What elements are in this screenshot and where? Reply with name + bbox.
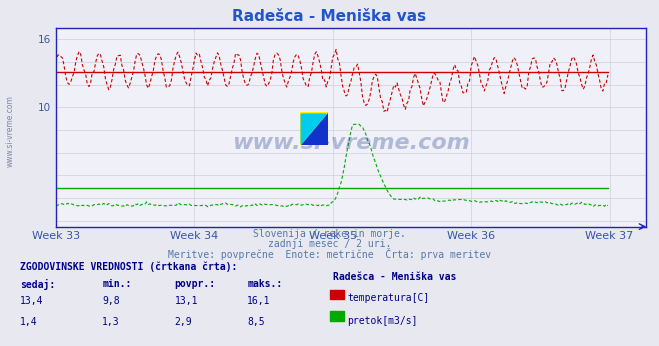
- Polygon shape: [300, 112, 328, 145]
- Text: zadnji mesec / 2 uri.: zadnji mesec / 2 uri.: [268, 239, 391, 249]
- Text: ZGODOVINSKE VREDNOSTI (črtkana črta):: ZGODOVINSKE VREDNOSTI (črtkana črta):: [20, 261, 237, 272]
- Text: 8,5: 8,5: [247, 317, 265, 327]
- Text: www.si-vreme.com: www.si-vreme.com: [232, 133, 470, 153]
- Text: povpr.:: povpr.:: [175, 279, 215, 289]
- Text: Radešca - Meniška vas: Radešca - Meniška vas: [333, 272, 456, 282]
- Text: Meritve: povprečne  Enote: metrične  Črta: prva meritev: Meritve: povprečne Enote: metrične Črta:…: [168, 248, 491, 261]
- Text: temperatura[C]: temperatura[C]: [347, 293, 430, 303]
- Text: pretok[m3/s]: pretok[m3/s]: [347, 316, 418, 326]
- Polygon shape: [300, 112, 328, 145]
- Text: www.si-vreme.com: www.si-vreme.com: [5, 95, 14, 167]
- Text: 13,1: 13,1: [175, 296, 198, 306]
- Text: Slovenija / reke in morje.: Slovenija / reke in morje.: [253, 229, 406, 239]
- Text: 2,9: 2,9: [175, 317, 192, 327]
- Text: 1,4: 1,4: [20, 317, 38, 327]
- Text: maks.:: maks.:: [247, 279, 282, 289]
- Text: 9,8: 9,8: [102, 296, 120, 306]
- Text: sedaj:: sedaj:: [20, 279, 55, 290]
- Text: 13,4: 13,4: [20, 296, 43, 306]
- Polygon shape: [301, 114, 326, 144]
- Text: Radešca - Meniška vas: Radešca - Meniška vas: [233, 9, 426, 24]
- Text: 16,1: 16,1: [247, 296, 271, 306]
- Text: 1,3: 1,3: [102, 317, 120, 327]
- Text: min.:: min.:: [102, 279, 132, 289]
